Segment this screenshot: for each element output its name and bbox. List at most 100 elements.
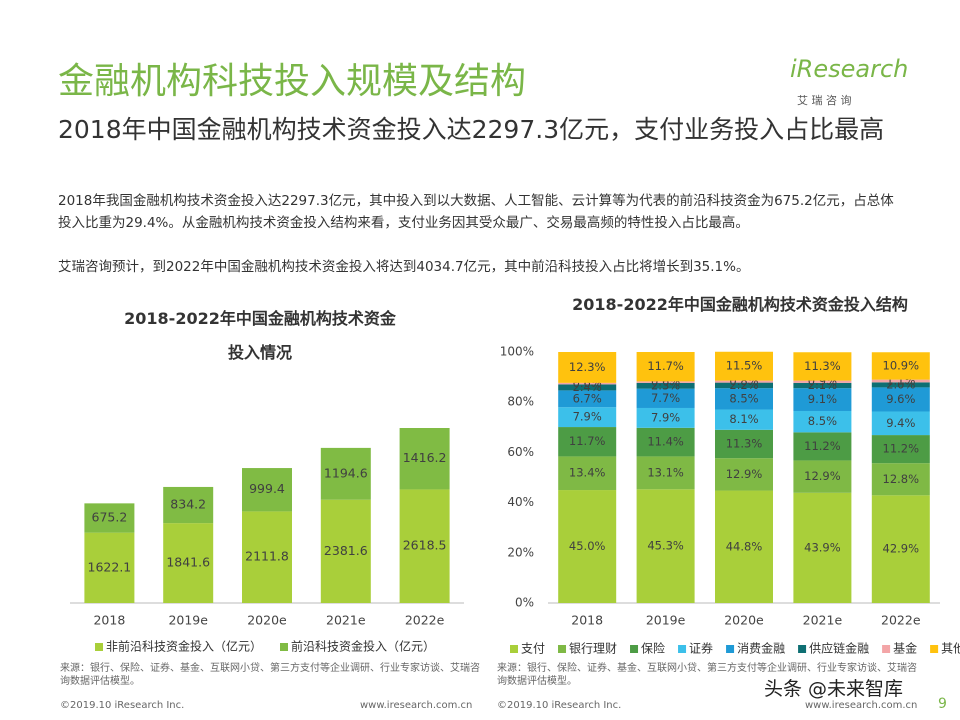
bar-segment [793, 410, 852, 433]
chart-title: 2018-2022年中国金融机构技术资金投入结构 [572, 295, 908, 314]
data-label: 11.2% [883, 442, 920, 456]
y-tick-label: 80% [507, 395, 534, 409]
bar-segment [558, 384, 617, 391]
bar-segment [84, 532, 135, 603]
legend-label: 证券 [689, 641, 713, 656]
data-label: 12.9% [804, 469, 841, 483]
data-label: 11.3% [804, 359, 841, 373]
y-tick-label: 0% [515, 596, 534, 610]
source-note: 来源：银行、保险、证券、基金、互联网小贷、第三方支付等企业调研、行业专家访谈、艾… [497, 663, 917, 687]
legend-swatch [798, 645, 807, 653]
data-label: 7.9% [651, 410, 680, 424]
bar-segment [715, 380, 773, 383]
bar-segment [715, 388, 773, 410]
data-label: 2381.6 [324, 543, 368, 558]
source-note: 来源：银行、保险、证券、基金、互联网小贷、第三方支付等企业调研、行业专家访谈、艾… [60, 663, 480, 687]
bar-segment [636, 489, 695, 603]
data-label: 11.7% [569, 434, 606, 448]
chart-title: 2018-2022年中国金融机构技术资金投入情况 [124, 309, 396, 362]
bar-segment [636, 388, 695, 408]
legend-label: 支付 [521, 642, 545, 656]
bar-segment [242, 468, 292, 512]
data-label: 43.9% [804, 540, 841, 554]
data-label: 13.1% [647, 465, 684, 479]
data-label: 1416.2 [403, 450, 447, 465]
data-label: 11.3% [726, 436, 763, 450]
data-label: 42.9% [883, 542, 920, 556]
legend-label: 银行理财 [569, 642, 617, 656]
data-label: 12.9% [726, 467, 763, 481]
bar-segment [793, 492, 852, 603]
page-number: 9 [938, 696, 947, 712]
bar-segment [715, 351, 773, 381]
bar-segment [320, 447, 371, 500]
legend-swatch [882, 645, 891, 653]
bar-segment [320, 499, 371, 603]
bar-segment [715, 429, 773, 459]
x-tick-label: 2022e [881, 613, 921, 628]
bar-segment [715, 490, 773, 603]
paragraph: 2018年我国金融机构技术资金投入达2297.3亿元，其中投入到以大数据、人工智… [58, 193, 894, 231]
legend-swatch [280, 643, 288, 651]
bar-segment [871, 463, 930, 496]
x-tick-label: 2021e [803, 613, 843, 628]
bar-segment [558, 407, 617, 428]
data-label: 44.8% [726, 539, 763, 553]
bar-segment [871, 435, 930, 464]
data-label: 11.5% [726, 359, 763, 373]
logo: iResearch [790, 55, 909, 83]
data-label: 2111.8 [245, 549, 289, 564]
website: www.iresearch.com.cn [360, 700, 473, 711]
legend-swatch [630, 645, 639, 653]
data-label: 12.8% [883, 472, 920, 486]
bar-segment [793, 382, 852, 389]
bar-segment [715, 458, 773, 491]
bar-segment [636, 352, 695, 382]
watermark: 头条 @未来智库 [764, 678, 904, 700]
legend-swatch [930, 645, 939, 653]
legend-label: 其他 [941, 642, 960, 656]
legend-label: 前沿科技资金投入（亿元） [291, 639, 435, 654]
bar-segment [715, 409, 773, 430]
data-label: 13.4% [569, 466, 606, 480]
bar-segment [793, 380, 852, 383]
x-tick-label: 2018 [93, 613, 125, 628]
bar-segment [636, 427, 695, 457]
legend-label: 非前沿科技资金投入（亿元） [106, 639, 262, 654]
legend-swatch [95, 643, 103, 651]
bar-segment [558, 382, 617, 385]
bar-segment [793, 460, 852, 493]
bar-segment [558, 390, 617, 408]
x-tick-label: 2020e [247, 613, 287, 628]
bar-segment [793, 388, 852, 411]
y-tick-label: 100% [500, 345, 534, 359]
y-tick-label: 40% [507, 495, 534, 509]
bar-segment [871, 495, 930, 603]
data-label: 8.5% [729, 391, 758, 405]
bar-segment [399, 428, 450, 490]
bar-segment [636, 407, 695, 428]
bar-segment [871, 382, 930, 388]
data-label: 834.2 [170, 497, 206, 512]
bar-segment [636, 456, 695, 490]
legend-label: 消费金融 [737, 641, 785, 656]
data-label: 1841.6 [166, 555, 210, 570]
data-label: 1194.6 [324, 465, 368, 480]
data-label: 7.9% [573, 410, 602, 424]
bar-segment [242, 511, 292, 603]
data-label: 9.6% [886, 392, 915, 406]
legend-swatch [558, 645, 567, 653]
bar-segment [636, 381, 695, 383]
data-label: 1622.1 [88, 559, 132, 574]
bar-segment [871, 379, 930, 383]
data-label: 7.7% [651, 391, 680, 405]
copyright: ©2019.10 iResearch Inc. [60, 700, 185, 711]
bar-segment [636, 382, 695, 389]
slide-subtitle: 2018年中国金融机构技术资金投入达2297.3亿元，支付业务投入占比最高 [58, 115, 885, 144]
y-tick-label: 20% [507, 545, 534, 559]
legend-swatch [678, 645, 687, 653]
data-label: 11.7% [647, 359, 684, 373]
bar-segment [558, 456, 617, 491]
